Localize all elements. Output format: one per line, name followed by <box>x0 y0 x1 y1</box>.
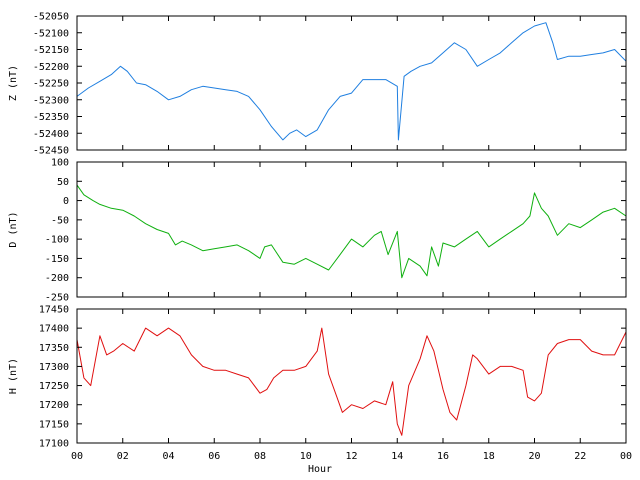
y-tick-label: -52250 <box>33 79 69 90</box>
y-tick-label: 17300 <box>39 362 69 373</box>
x-tick-label: 14 <box>391 451 403 462</box>
y-axis-label: H (nT) <box>8 358 19 394</box>
y-tick-label: -52050 <box>33 12 69 23</box>
y-tick-label: -150 <box>45 254 69 265</box>
y-tick-label: 17150 <box>39 419 69 430</box>
x-tick-label: 06 <box>208 451 220 462</box>
y-tick-label: 17400 <box>39 324 69 335</box>
x-tick-label: 10 <box>300 451 312 462</box>
series-line-2 <box>76 327 627 436</box>
panel-1: 100 50 0 -50 -100 -150 -200 -250 D (nT) <box>8 158 627 304</box>
x-tick-label: 04 <box>162 451 174 462</box>
y-tick-label: 100 <box>51 158 69 169</box>
x-tick-label: 18 <box>483 451 495 462</box>
panel-0: -52050 -52100 -52150 -52200 -52250 -52300 -523… <box>8 12 627 157</box>
x-tick-label: 16 <box>437 451 449 462</box>
x-tick-label: 20 <box>528 451 540 462</box>
y-tick-label: -52300 <box>33 95 69 106</box>
x-tick-label: 00 <box>620 451 632 462</box>
y-tick-label: 17250 <box>39 381 69 392</box>
y-tick-label: -52200 <box>33 62 69 73</box>
y-tick-label: 17450 <box>39 305 69 316</box>
y-tick-label: -52100 <box>33 28 69 39</box>
x-tick-label: 08 <box>254 451 266 462</box>
x-tick-label: 12 <box>345 451 357 462</box>
y-tick-label: -52150 <box>33 45 69 56</box>
y-axis-label: Z (nT) <box>8 65 19 101</box>
plot-frame-0 <box>76 15 627 151</box>
y-tick-label: 17350 <box>39 343 69 354</box>
x-tick-label: 02 <box>117 451 129 462</box>
y-tick-label: 50 <box>57 177 69 188</box>
series-line-0 <box>76 22 627 141</box>
y-tick-label: -100 <box>45 235 69 246</box>
y-tick-label: -52350 <box>33 112 69 123</box>
panel-2: 17450 17400 17350 17300 17250 17200 17150 17100… <box>8 305 632 463</box>
y-tick-label: 17100 <box>39 439 69 450</box>
x-tick-label: 00 <box>71 451 83 462</box>
y-tick-label: -50 <box>51 215 69 226</box>
plot-frame-2 <box>76 308 627 444</box>
series-line-1 <box>76 184 627 279</box>
y-tick-label: 0 <box>63 196 69 207</box>
y-axis-label: D (nT) <box>8 211 19 247</box>
x-tick-label: 22 <box>574 451 586 462</box>
y-tick-label: 17200 <box>39 400 69 411</box>
x-axis-label: Hour <box>308 464 332 475</box>
y-tick-label: -250 <box>45 293 69 304</box>
plot-frame-1 <box>76 161 627 298</box>
y-tick-label: -52450 <box>33 146 69 157</box>
y-tick-label: -200 <box>45 273 69 284</box>
y-tick-label: -52400 <box>33 129 69 140</box>
